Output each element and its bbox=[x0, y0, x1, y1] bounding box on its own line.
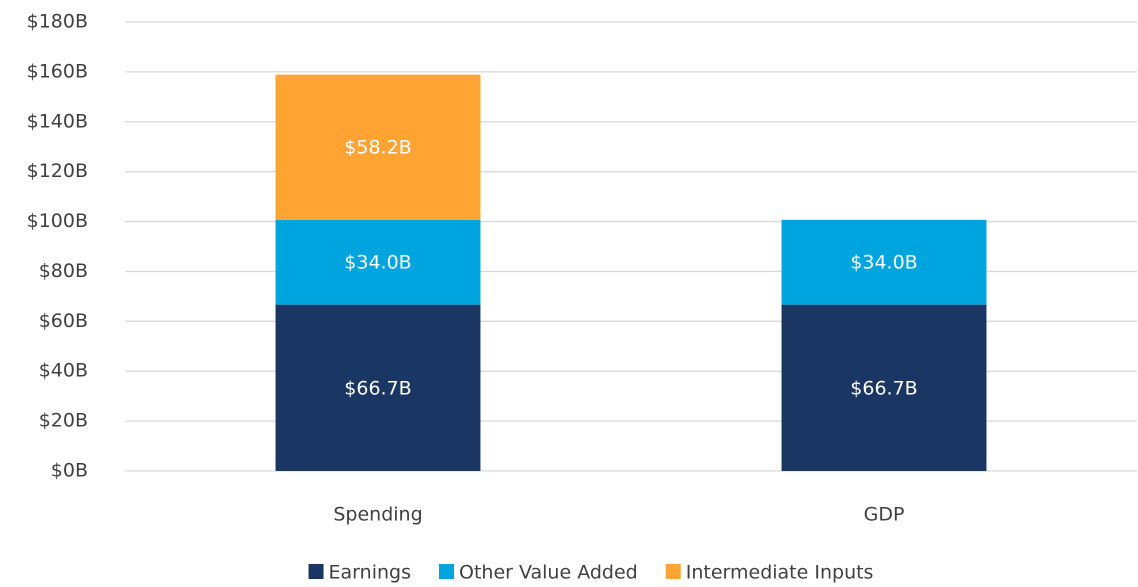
bar-segment bbox=[781, 219, 987, 305]
legend-swatch bbox=[308, 564, 324, 579]
y-tick-label: $20B bbox=[39, 410, 88, 432]
y-tick-label: $80B bbox=[39, 260, 88, 282]
data-label: $58.2B bbox=[344, 137, 411, 159]
y-tick-label: $100B bbox=[27, 210, 88, 232]
legend-label: Other Value Added bbox=[459, 562, 638, 584]
data-label: $34.0B bbox=[850, 252, 917, 274]
data-label: $66.7B bbox=[344, 377, 411, 399]
bar-segment bbox=[275, 304, 481, 471]
y-tick-label: $0B bbox=[51, 460, 88, 482]
bar-segment bbox=[275, 74, 481, 220]
data-label: $66.7B bbox=[850, 377, 917, 399]
y-tick-label: $40B bbox=[39, 360, 88, 382]
legend-label: Earnings bbox=[329, 562, 411, 584]
bar-segment bbox=[275, 219, 481, 305]
y-tick-label: $140B bbox=[27, 110, 88, 132]
bar-segment bbox=[781, 304, 987, 471]
legend: Earnings Other Value Added Intermediate In… bbox=[308, 562, 874, 584]
y-tick-label: $180B bbox=[27, 11, 88, 33]
y-tick-label: $60B bbox=[39, 310, 88, 332]
legend-label: Intermediate Inputs bbox=[686, 562, 874, 584]
y-tick-label: $160B bbox=[27, 60, 88, 82]
legend-swatch bbox=[438, 564, 454, 579]
y-tick-label: $120B bbox=[27, 160, 88, 182]
x-tick-label: Spending bbox=[333, 504, 422, 526]
legend-swatch bbox=[665, 564, 681, 579]
data-label: $34.0B bbox=[344, 252, 411, 274]
x-tick-label: GDP bbox=[864, 504, 905, 526]
